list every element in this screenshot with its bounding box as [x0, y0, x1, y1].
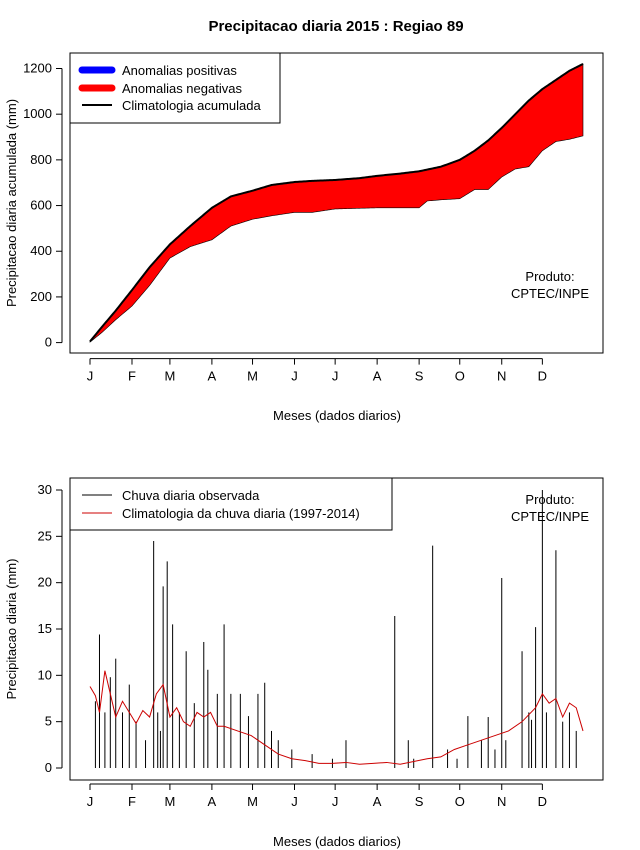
- x-tick-label: A: [208, 369, 217, 384]
- plot-area-cumulative: [89, 63, 584, 343]
- y-tick-label: 0: [45, 335, 52, 350]
- daily-climatology-line: [89, 670, 584, 765]
- chart-title: Precipitacao diaria 2015 : Regiao 89: [208, 18, 463, 35]
- y-tick-label: 5: [45, 714, 52, 729]
- x-tick-label: M: [247, 794, 258, 809]
- y-tick-label: 1200: [23, 61, 52, 76]
- plot-frame: [69, 52, 604, 354]
- y-tick-label: 600: [30, 198, 52, 213]
- x-tick-label: M: [164, 369, 175, 384]
- y-tick-label: 1000: [23, 106, 52, 121]
- legend-label-positive: Anomalias positivas: [122, 63, 237, 78]
- x-tick-label: O: [455, 369, 465, 384]
- x-tick-label: J: [332, 369, 339, 384]
- watermark-line2: CPTEC/INPE: [511, 509, 589, 524]
- x-tick-label: D: [538, 369, 547, 384]
- panel-daily: 0 5 10 15 20 25 30 J F M A M J J A S O N D Precipitacao d…: [4, 477, 604, 849]
- y-tick-label: 10: [38, 667, 52, 682]
- x-tick-label: F: [128, 794, 136, 809]
- x-tick-label: J: [332, 794, 339, 809]
- x-tick-label: S: [415, 369, 424, 384]
- x-tick-label: A: [373, 369, 382, 384]
- y-axis-cumulative: 0 200 400 600 800 1000 1200: [23, 61, 63, 350]
- y-axis-label-cumulative: Precipitacao diaria acumulada (mm): [4, 99, 19, 307]
- y-tick-label: 30: [38, 482, 52, 497]
- legend-label-climatology: Climatologia acumulada: [122, 98, 262, 113]
- legend-label-climatology: Climatologia da chuva diaria (1997-2014): [122, 506, 360, 521]
- x-tick-label: J: [87, 369, 94, 384]
- y-tick-label: 200: [30, 289, 52, 304]
- plot-area-daily: [89, 490, 584, 768]
- y-tick-label: 800: [30, 152, 52, 167]
- x-tick-label: O: [455, 794, 465, 809]
- watermark-line1: Produto:: [525, 269, 574, 284]
- x-tick-label: A: [373, 794, 382, 809]
- x-tick-label: A: [208, 794, 217, 809]
- x-axis-label-cumulative: Meses (dados diarios): [273, 408, 401, 423]
- y-tick-label: 0: [45, 760, 52, 775]
- y-tick-label: 15: [38, 621, 52, 636]
- x-tick-label: D: [538, 794, 547, 809]
- y-tick-label: 400: [30, 243, 52, 258]
- y-axis-label-daily: Precipitacao diaria (mm): [4, 559, 19, 700]
- x-tick-label: J: [87, 794, 94, 809]
- x-tick-label: M: [247, 369, 258, 384]
- x-tick-label: N: [497, 794, 506, 809]
- y-axis-daily: 0 5 10 15 20 25 30: [38, 482, 63, 775]
- legend-label-observed: Chuva diaria observada: [122, 488, 260, 503]
- panel-cumulative: 0 200 400 600 800 1000 1200 J F M A M J J A S O N D Preci…: [4, 52, 604, 423]
- y-tick-label: 20: [38, 575, 52, 590]
- legend-daily: Chuva diaria observada Climatologia da c…: [69, 477, 393, 531]
- y-tick-label: 25: [38, 528, 52, 543]
- legend-box: [69, 477, 393, 531]
- x-tick-label: F: [128, 369, 136, 384]
- legend-label-negative: Anomalias negativas: [122, 81, 242, 96]
- legend-cumulative: Anomalias positivas Anomalias negativas …: [69, 52, 281, 124]
- watermark-line1: Produto:: [525, 492, 574, 507]
- climatology-cumulative-line: [89, 63, 584, 343]
- x-tick-label: J: [291, 369, 298, 384]
- x-tick-label: J: [291, 794, 298, 809]
- watermark-line2: CPTEC/INPE: [511, 286, 589, 301]
- x-axis-label-daily: Meses (dados diarios): [273, 834, 401, 849]
- x-tick-label: M: [164, 794, 175, 809]
- x-tick-label: S: [415, 794, 424, 809]
- x-tick-label: N: [497, 369, 506, 384]
